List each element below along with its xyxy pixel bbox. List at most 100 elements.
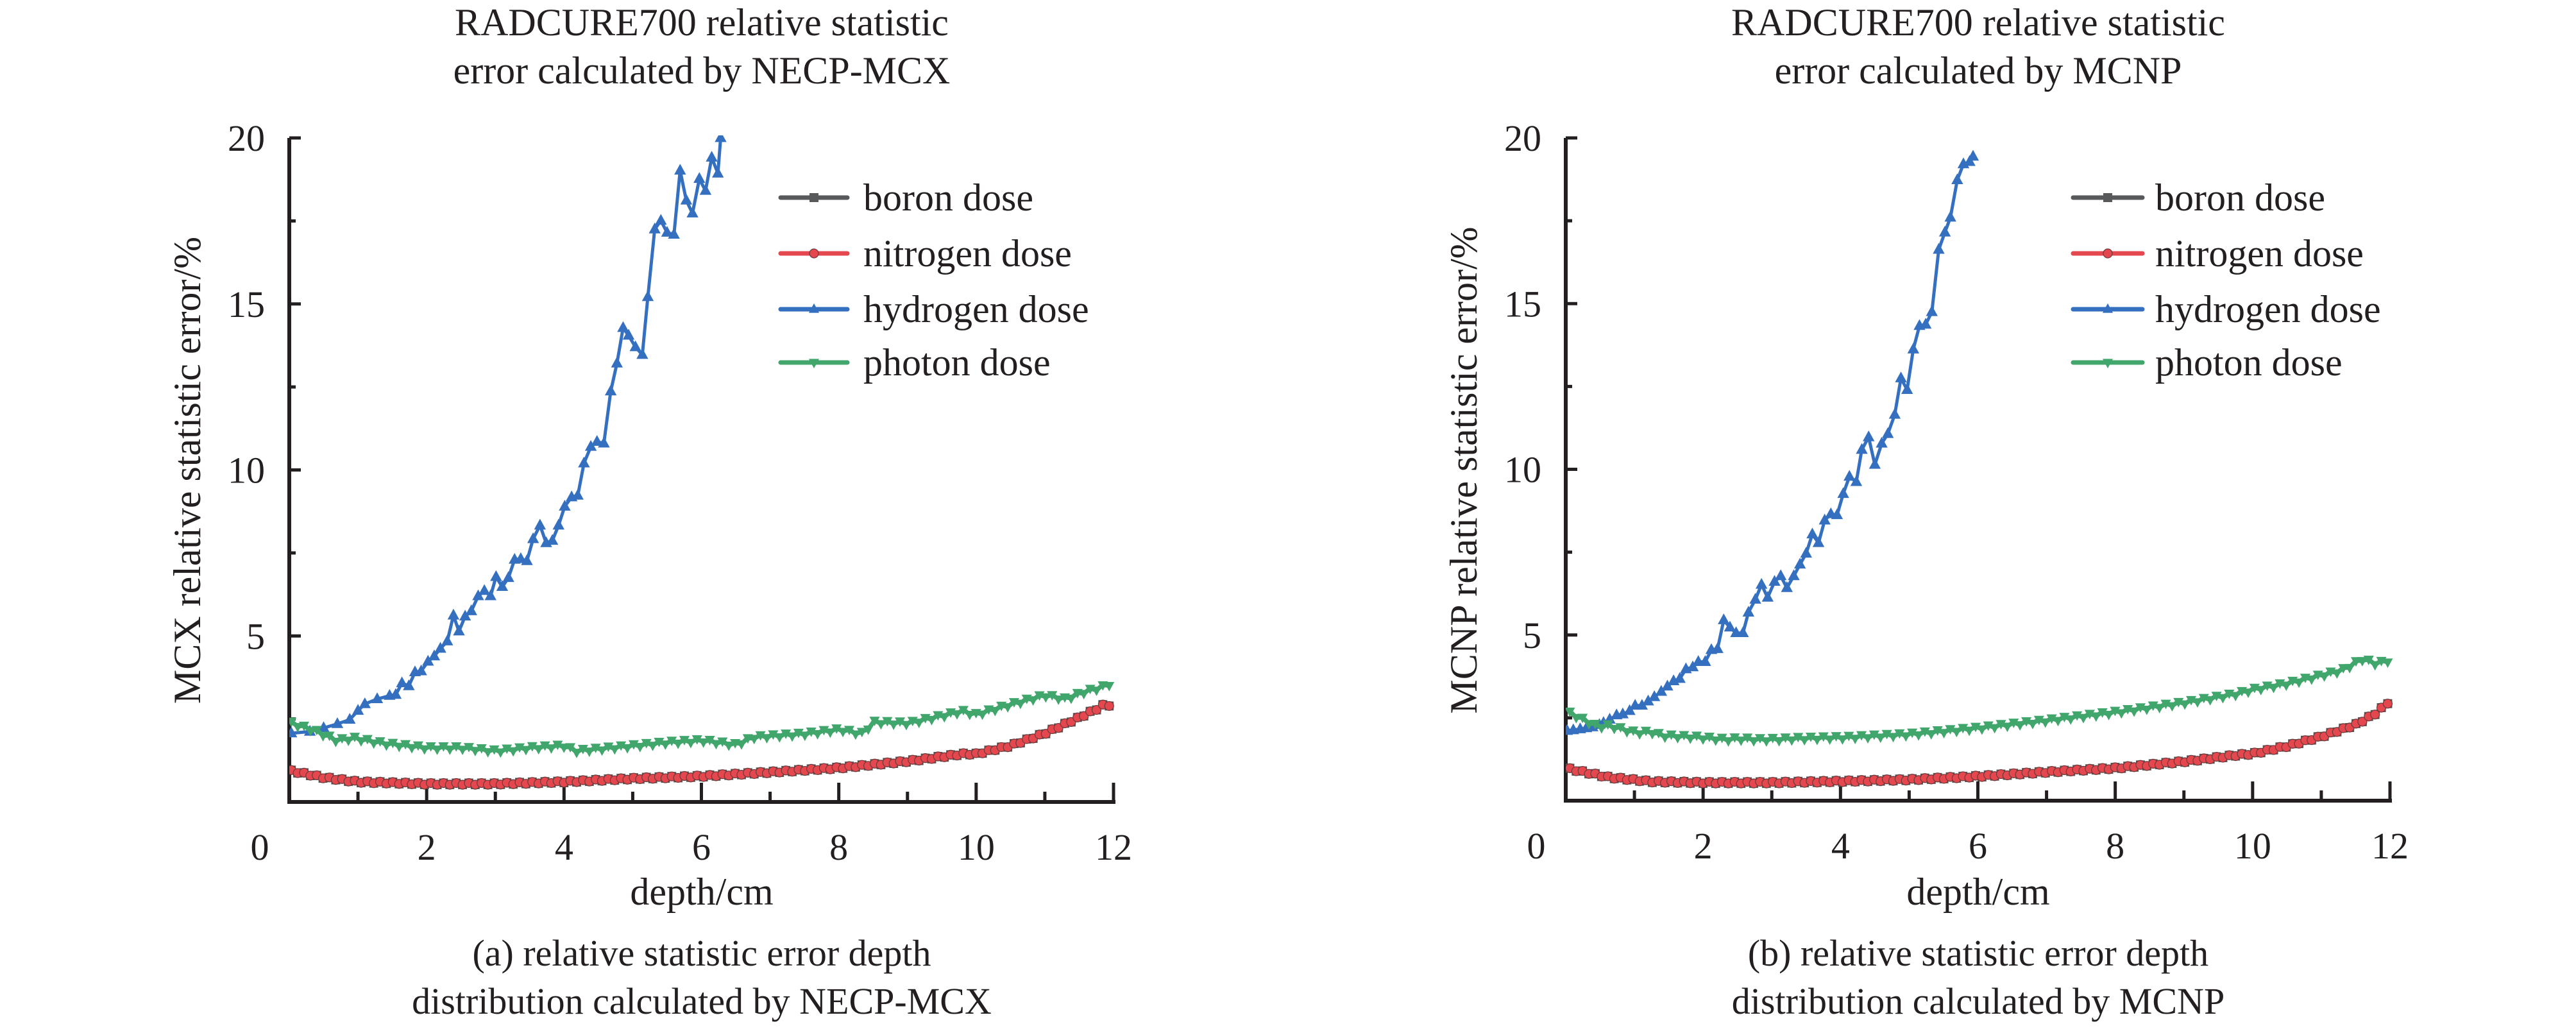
panel-a-title-line-1: RADCURE700 relative statistic <box>455 1 949 44</box>
x-tick-label: 4 <box>555 826 573 868</box>
point-photon <box>375 737 386 747</box>
point-photon <box>2110 706 2121 717</box>
point-photon <box>1958 724 1969 734</box>
point-nitrogen <box>1091 704 1102 715</box>
point-photon <box>1622 728 1632 738</box>
point-photon <box>438 742 449 752</box>
point-hydrogen <box>598 436 610 448</box>
point-hydrogen <box>572 488 584 500</box>
point-hydrogen <box>1907 343 1920 354</box>
point-photon <box>463 743 475 753</box>
point-photon <box>673 739 684 749</box>
point-photon <box>343 737 354 746</box>
point-hydrogen <box>1774 569 1787 581</box>
x-tick-label: 0 <box>1527 825 1546 867</box>
point-hydrogen <box>552 518 564 530</box>
point-hydrogen <box>453 624 465 636</box>
panel-b-plot-area: 5 10 15 20 0 2 4 6 8 10 12 <box>1504 117 2409 867</box>
point-photon <box>451 742 462 752</box>
point-photon <box>2281 681 2292 692</box>
point-photon <box>863 725 874 735</box>
point-photon <box>1691 731 1702 742</box>
point-hydrogen <box>1850 475 1863 486</box>
point-photon <box>495 748 506 758</box>
point-hydrogen <box>403 679 415 690</box>
point-photon <box>660 740 671 750</box>
point-photon <box>1780 733 1791 743</box>
point-photon <box>2046 714 2057 724</box>
point-photon <box>2135 703 2146 713</box>
legend-label-photon: photon dose <box>863 341 1051 384</box>
point-hydrogen <box>1863 430 1875 441</box>
point-hydrogen <box>331 717 344 728</box>
point-hydrogen <box>1876 436 1888 448</box>
point-photon <box>2072 711 2083 721</box>
point-photon <box>768 730 779 740</box>
point-photon <box>628 740 639 750</box>
point-photon <box>337 734 348 744</box>
point-photon <box>951 710 963 720</box>
point-hydrogen <box>459 609 471 621</box>
point-photon <box>888 720 899 730</box>
point-photon <box>1989 724 2000 734</box>
point-photon <box>457 746 468 756</box>
point-photon <box>2002 722 2013 733</box>
point-photon <box>1015 699 1026 710</box>
point-photon <box>1640 726 1652 737</box>
point-hydrogen <box>534 518 547 530</box>
point-hydrogen <box>636 348 648 359</box>
legend-item-nitrogen: nitrogen dose <box>2071 232 2364 275</box>
x-tick-label: 6 <box>692 826 711 868</box>
point-hydrogen <box>584 439 597 451</box>
point-photon <box>1996 720 2006 730</box>
point-hydrogen <box>648 222 661 234</box>
point-hydrogen <box>1818 513 1831 525</box>
point-photon <box>2363 656 2374 665</box>
point-hydrogen <box>1718 613 1730 624</box>
legend-label-hydrogen: hydrogen dose <box>863 288 1089 330</box>
point-hydrogen <box>1856 443 1868 454</box>
series-line-hydrogen <box>1566 155 1975 733</box>
point-hydrogen <box>604 384 617 396</box>
point-hydrogen <box>428 649 441 661</box>
x-tick-label: 4 <box>1831 825 1850 867</box>
point-photon <box>749 735 759 745</box>
point-nitrogen <box>2357 717 2368 727</box>
point-nitrogen <box>2382 699 2393 709</box>
point-photon <box>577 744 588 754</box>
point-photon <box>856 728 867 738</box>
point-photon <box>502 744 513 754</box>
point-photon <box>1566 707 1575 717</box>
point-hydrogen <box>447 608 460 620</box>
point-nitrogen <box>2370 710 2380 720</box>
point-photon <box>1837 735 1848 745</box>
point-hydrogen <box>622 328 635 340</box>
point-photon <box>2040 718 2051 728</box>
panel-b-caption-line-1: (b) relative statistic error depth <box>1748 932 2208 974</box>
point-hydrogen <box>1888 407 1901 419</box>
point-hydrogen <box>490 570 502 581</box>
point-hydrogen <box>396 676 408 688</box>
legend-item-hydrogen: hydrogen dose <box>2071 288 2381 330</box>
point-photon <box>825 728 836 738</box>
panel-a-caption-line-1: (a) relative statistic error depth <box>472 932 931 974</box>
point-hydrogen <box>715 135 727 142</box>
point-photon <box>520 746 531 756</box>
point-photon <box>1091 686 1102 696</box>
point-photon <box>812 729 823 740</box>
series-hydrogen <box>1566 149 1979 735</box>
point-photon <box>1868 730 1879 740</box>
point-photon <box>1602 720 1613 730</box>
point-photon <box>1596 724 1607 734</box>
point-photon <box>298 721 310 731</box>
point-hydrogen <box>1749 593 1761 604</box>
point-photon <box>1634 730 1645 740</box>
point-photon <box>2255 686 2266 695</box>
point-photon <box>1856 731 1867 741</box>
point-hydrogen <box>641 290 654 302</box>
point-photon <box>1685 735 1696 744</box>
point-photon <box>2033 715 2044 726</box>
point-photon <box>1843 731 1854 742</box>
panel-a-title-line-2: error calculated by NECP-MCX <box>453 49 951 92</box>
point-photon <box>1761 737 1772 747</box>
